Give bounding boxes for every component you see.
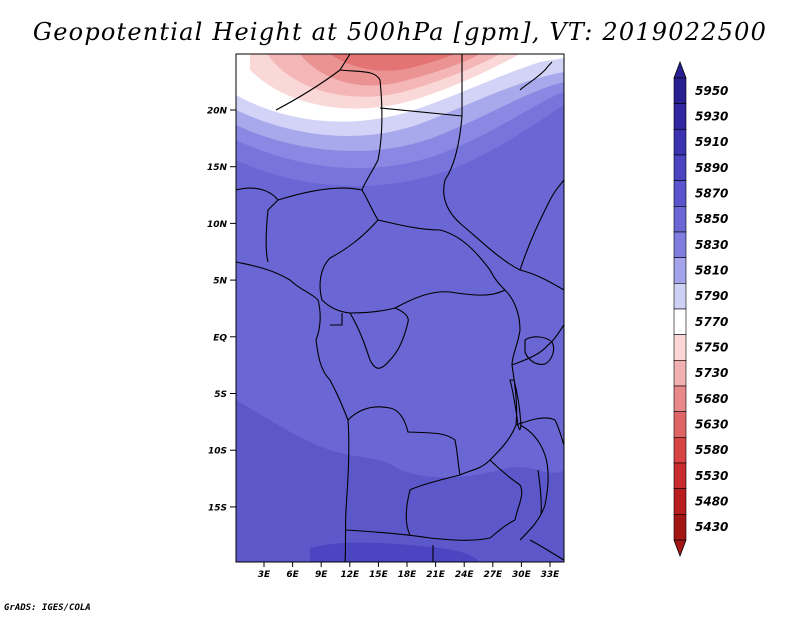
colorbar-swatch [673,231,687,258]
colorbar-label: 5480 [695,495,728,509]
longitude-axis: 3E 6E 9E 12E 15E 18E 21E 24E 27E 30E 33E [258,562,560,580]
lat-tick-label: EQ [213,333,227,343]
border-cameroon [319,219,396,314]
colorbar-label: 5530 [695,469,728,483]
colorbar-label: 5830 [695,238,728,252]
lon-tick-label: 33E [541,570,561,580]
colorbar-swatch [673,385,687,412]
border-mozambique [432,539,564,562]
border-nigeria [236,187,279,263]
colorbar-label: 5910 [695,135,728,149]
lon-tick-label: 18E [398,570,418,580]
border-kenya-uganda [511,324,564,366]
lake-victoria [524,336,555,365]
field-south-low [236,400,564,562]
colorbar-label: 5580 [695,443,728,457]
lat-tick-label: 15S [208,503,227,513]
lat-tick-label: 10S [208,447,227,457]
red-sea-coast [519,61,553,91]
lake-tanganyika [509,379,522,431]
colorbar-swatch [673,180,687,207]
border-car-north [377,219,506,291]
colorbar-label: 5730 [695,366,728,380]
latitude-axis: 20N 15N 10N 5N EQ 5S 10S 15S [207,107,236,513]
colorbar-swatch [673,154,687,181]
colorbar-swatch [673,103,687,130]
lat-tick-label: 5S [214,390,227,400]
border-namibia [345,519,516,541]
border-chad-sudan [379,107,463,117]
colorbar-swatch [673,283,687,310]
colorbar-label: 5930 [695,110,728,124]
coastline-west [236,261,350,562]
border-angola-zambia [405,474,461,536]
border-tanzania [515,417,564,446]
border-malawi [519,424,549,541]
colorbar-swatch [673,334,687,361]
colorbar-top-arrow [673,60,687,79]
border-drc-east [459,289,521,476]
field-far-south [310,542,480,562]
colorbar-swatch [673,257,687,284]
field-5630 [330,54,455,71]
colorbar-swatch [673,308,687,335]
border-sahara-2 [339,69,383,191]
lon-tick-label: 12E [340,570,360,580]
lon-tick-label: 21E [426,570,446,580]
lon-tick-label: 3E [258,570,271,580]
lat-tick-label: 15N [207,163,228,173]
colorbar-label: 5790 [695,289,728,303]
border-car-south [394,289,506,309]
colorbar-label: 5810 [695,264,728,278]
colorbar-swatch [673,437,687,464]
lake-malawi [537,469,542,516]
colorbar-label: 5850 [695,212,728,226]
colorbar-swatch [673,129,687,156]
border-niger-chad [277,187,379,221]
grads-credit: GrADS: IGES/COLA [4,603,91,613]
border-egypt-sudan [443,54,463,226]
colorbar-label: 5430 [695,520,728,534]
contour-fill [236,54,564,562]
colorbar-swatch [673,206,687,233]
lat-tick-label: 20N [207,107,228,117]
colorbar-swatch [673,488,687,515]
border-gabon-congo [330,307,409,369]
colorbar-label: 5630 [695,418,728,432]
border-sahara-1 [275,54,351,111]
colorbar-label: 5950 [695,84,728,98]
colorbar-label: 5890 [695,161,728,175]
lon-tick-label: 6E [286,570,299,580]
colorbar-swatch [673,77,687,104]
lat-tick-label: 5N [213,277,227,287]
country-borders [236,54,564,562]
lon-tick-label: 27E [483,570,503,580]
lat-tick-label: 10N [207,220,228,230]
lon-tick-label: 24E [455,570,475,580]
map-frame [235,53,565,563]
colorbar-swatch [673,462,687,489]
lon-tick-label: 30E [512,570,532,580]
colorbar-swatch [673,411,687,438]
colorbar-swatch [673,514,687,541]
colorbar-label: 5870 [695,187,728,201]
colorbar-label: 5680 [695,392,728,406]
colorbar-label: 5750 [695,341,728,355]
colorbar: 5950 5930 5910 5890 5870 5850 5830 5810 5790 5770… [673,60,728,558]
lon-tick-label: 15E [369,570,389,580]
colorbar-swatch [673,360,687,387]
border-zambia-east [489,459,523,521]
lon-tick-label: 9E [315,570,328,580]
border-angola-drc [347,406,461,476]
border-ethiopia [519,179,564,271]
colorbar-label: 5770 [695,315,728,329]
chart-title: Geopotential Height at 500hPa [gpm], VT:… [32,18,768,46]
colorbar-bottom-arrow [673,539,687,558]
